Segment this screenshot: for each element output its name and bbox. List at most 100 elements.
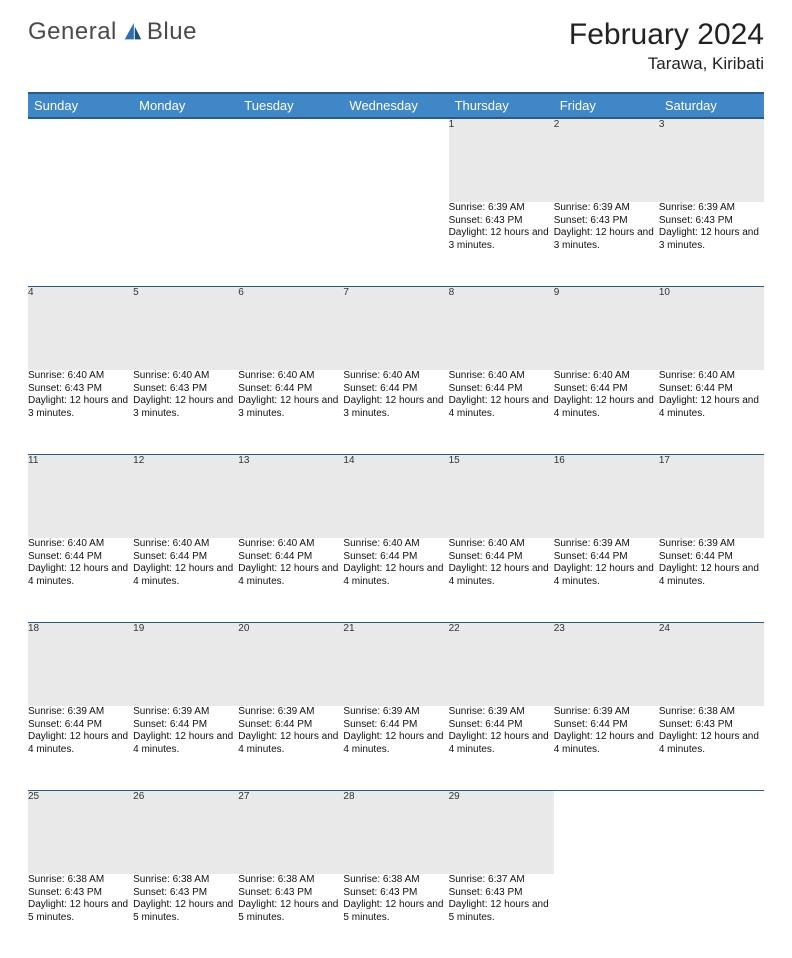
daylight-text: Daylight: 12 hours and 5 minutes. xyxy=(449,899,554,924)
sunrise-text: Sunrise: 6:39 AM xyxy=(554,202,659,215)
day-number: 6 xyxy=(238,287,244,298)
day-content-cell: Sunrise: 6:40 AMSunset: 6:44 PMDaylight:… xyxy=(449,538,554,622)
day-number-cell: 26 xyxy=(133,790,238,874)
day-content-cell: Sunrise: 6:40 AMSunset: 6:44 PMDaylight:… xyxy=(238,370,343,454)
day-number: 21 xyxy=(343,623,354,634)
day-content-cell xyxy=(343,202,448,286)
content-row: Sunrise: 6:40 AMSunset: 6:43 PMDaylight:… xyxy=(28,370,764,454)
brand-part1: General xyxy=(28,18,117,46)
sunset-text: Sunset: 6:44 PM xyxy=(659,551,764,564)
day-number-cell: 18 xyxy=(28,622,133,706)
day-content-cell: Sunrise: 6:39 AMSunset: 6:44 PMDaylight:… xyxy=(343,706,448,790)
day-number-cell xyxy=(659,790,764,874)
day-content-cell: Sunrise: 6:40 AMSunset: 6:44 PMDaylight:… xyxy=(343,538,448,622)
sunset-text: Sunset: 6:43 PM xyxy=(343,887,448,900)
sunset-text: Sunset: 6:44 PM xyxy=(554,383,659,396)
day-content-cell xyxy=(238,202,343,286)
day-content-cell: Sunrise: 6:38 AMSunset: 6:43 PMDaylight:… xyxy=(133,874,238,958)
sunrise-text: Sunrise: 6:38 AM xyxy=(343,874,448,887)
day-number-cell: 25 xyxy=(28,790,133,874)
day-content-cell: Sunrise: 6:39 AMSunset: 6:44 PMDaylight:… xyxy=(554,706,659,790)
day-number-cell xyxy=(343,118,448,202)
day-number: 29 xyxy=(449,791,460,802)
daylight-text: Daylight: 12 hours and 4 minutes. xyxy=(659,395,764,420)
sunrise-text: Sunrise: 6:39 AM xyxy=(659,202,764,215)
sunrise-text: Sunrise: 6:38 AM xyxy=(28,874,133,887)
day-content-cell: Sunrise: 6:39 AMSunset: 6:44 PMDaylight:… xyxy=(133,706,238,790)
day-number: 15 xyxy=(449,455,460,466)
day-content-cell: Sunrise: 6:38 AMSunset: 6:43 PMDaylight:… xyxy=(28,874,133,958)
sunset-text: Sunset: 6:44 PM xyxy=(554,719,659,732)
content-row: Sunrise: 6:38 AMSunset: 6:43 PMDaylight:… xyxy=(28,874,764,958)
sunrise-text: Sunrise: 6:39 AM xyxy=(554,538,659,551)
sunrise-text: Sunrise: 6:40 AM xyxy=(343,370,448,383)
day-content-cell xyxy=(554,874,659,958)
day-number: 24 xyxy=(659,623,670,634)
location: Tarawa, Kiribati xyxy=(569,54,764,74)
daylight-text: Daylight: 12 hours and 3 minutes. xyxy=(133,395,238,420)
daylight-text: Daylight: 12 hours and 4 minutes. xyxy=(238,731,343,756)
day-content-cell: Sunrise: 6:37 AMSunset: 6:43 PMDaylight:… xyxy=(449,874,554,958)
daylight-text: Daylight: 12 hours and 3 minutes. xyxy=(343,395,448,420)
daylight-text: Daylight: 12 hours and 4 minutes. xyxy=(659,731,764,756)
sunset-text: Sunset: 6:44 PM xyxy=(133,719,238,732)
day-number: 14 xyxy=(343,455,354,466)
daylight-text: Daylight: 12 hours and 4 minutes. xyxy=(133,563,238,588)
daynum-row: 45678910 xyxy=(28,286,764,370)
sunrise-text: Sunrise: 6:39 AM xyxy=(28,706,133,719)
day-number: 13 xyxy=(238,455,249,466)
day-content-cell: Sunrise: 6:39 AMSunset: 6:44 PMDaylight:… xyxy=(449,706,554,790)
sunrise-text: Sunrise: 6:39 AM xyxy=(554,706,659,719)
day-number-cell: 1 xyxy=(449,118,554,202)
day-number-cell: 3 xyxy=(659,118,764,202)
day-number: 2 xyxy=(554,119,560,130)
day-number: 23 xyxy=(554,623,565,634)
sunrise-text: Sunrise: 6:40 AM xyxy=(133,538,238,551)
sunrise-text: Sunrise: 6:40 AM xyxy=(238,370,343,383)
sunset-text: Sunset: 6:44 PM xyxy=(133,551,238,564)
day-number: 3 xyxy=(659,119,665,130)
daylight-text: Daylight: 12 hours and 4 minutes. xyxy=(554,395,659,420)
day-content-cell: Sunrise: 6:40 AMSunset: 6:44 PMDaylight:… xyxy=(449,370,554,454)
sunset-text: Sunset: 6:44 PM xyxy=(659,383,764,396)
daylight-text: Daylight: 12 hours and 3 minutes. xyxy=(449,227,554,252)
sunrise-text: Sunrise: 6:38 AM xyxy=(659,706,764,719)
day-content-cell xyxy=(28,202,133,286)
daynum-row: 12 3 xyxy=(28,118,764,202)
sunset-text: Sunset: 6:43 PM xyxy=(659,719,764,732)
day-number-cell: 7 xyxy=(343,286,448,370)
sunset-text: Sunset: 6:43 PM xyxy=(28,887,133,900)
day-number: 19 xyxy=(133,623,144,634)
day-number-cell: 24 xyxy=(659,622,764,706)
sunrise-text: Sunrise: 6:40 AM xyxy=(133,370,238,383)
day-number: 12 xyxy=(133,455,144,466)
daylight-text: Daylight: 12 hours and 5 minutes. xyxy=(28,899,133,924)
day-number-cell xyxy=(28,118,133,202)
month-title: February 2024 xyxy=(569,18,764,52)
daynum-row: 18192021222324 xyxy=(28,622,764,706)
daylight-text: Daylight: 12 hours and 5 minutes. xyxy=(238,899,343,924)
sunset-text: Sunset: 6:44 PM xyxy=(343,551,448,564)
day-content-cell: Sunrise: 6:39 AMSunset: 6:44 PMDaylight:… xyxy=(238,706,343,790)
day-number: 25 xyxy=(28,791,39,802)
sunrise-text: Sunrise: 6:40 AM xyxy=(449,538,554,551)
sunset-text: Sunset: 6:44 PM xyxy=(343,383,448,396)
daylight-text: Daylight: 12 hours and 3 minutes. xyxy=(238,395,343,420)
day-content-cell xyxy=(659,874,764,958)
day-number-cell: 11 xyxy=(28,454,133,538)
sunrise-text: Sunrise: 6:40 AM xyxy=(28,538,133,551)
day-number: 22 xyxy=(449,623,460,634)
day-content-cell: Sunrise: 6:40 AMSunset: 6:44 PMDaylight:… xyxy=(554,370,659,454)
daylight-text: Daylight: 12 hours and 3 minutes. xyxy=(659,227,764,252)
day-number: 28 xyxy=(343,791,354,802)
title-block: February 2024 Tarawa, Kiribati xyxy=(569,18,764,74)
sunset-text: Sunset: 6:44 PM xyxy=(449,551,554,564)
day-number: 8 xyxy=(449,287,455,298)
day-content-cell: Sunrise: 6:38 AMSunset: 6:43 PMDaylight:… xyxy=(238,874,343,958)
daynum-row: 11121314151617 xyxy=(28,454,764,538)
day-number-cell: 2 xyxy=(554,118,659,202)
daylight-text: Daylight: 12 hours and 4 minutes. xyxy=(554,563,659,588)
day-number-cell: 17 xyxy=(659,454,764,538)
sunrise-text: Sunrise: 6:40 AM xyxy=(343,538,448,551)
day-number-cell: 13 xyxy=(238,454,343,538)
